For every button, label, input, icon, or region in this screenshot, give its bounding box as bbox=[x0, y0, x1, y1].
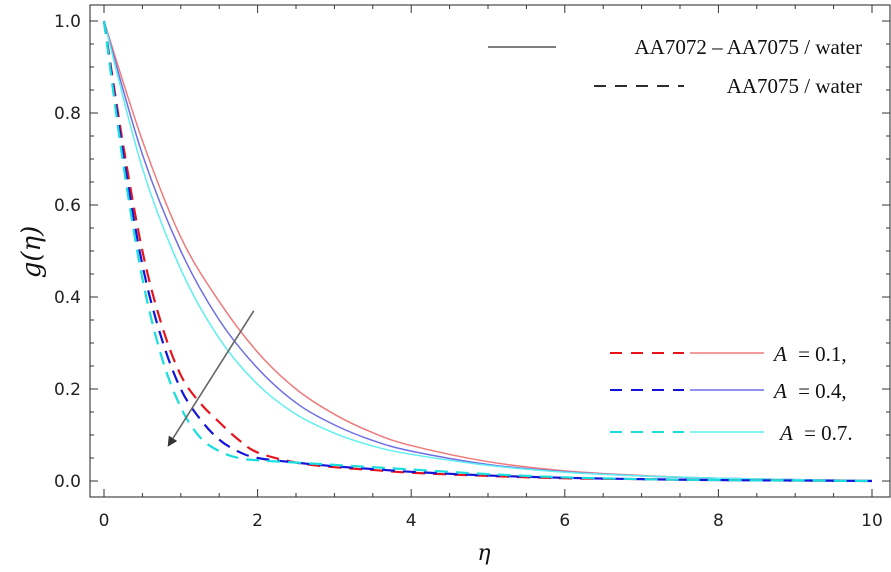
y-tick-label: 0.8 bbox=[54, 104, 81, 124]
legend-param-symbol: A bbox=[778, 421, 793, 445]
legend-param-label: A = 0.1, bbox=[772, 342, 847, 366]
series-line-dashed-a04 bbox=[102, 20, 873, 483]
tick-marks bbox=[90, 5, 890, 497]
y-tick-labels: 0.0 0.2 0.4 0.6 0.8 1.0 bbox=[54, 12, 81, 492]
y-tick-label: 0.0 bbox=[54, 472, 81, 492]
y-axis-label: g(η) bbox=[17, 226, 47, 279]
y-tick-label: 0.6 bbox=[54, 196, 81, 216]
legend-param-symbol: A bbox=[772, 342, 787, 366]
legend-param-symbol: A bbox=[772, 379, 787, 403]
legend-param-label: A = 0.7. bbox=[778, 421, 853, 445]
legend-param-label: A = 0.4, bbox=[772, 379, 847, 403]
legend-fluids: AA7072 – AA7075 / water AA7075 / water bbox=[488, 35, 862, 98]
legend-fluid-label: AA7075 / water bbox=[727, 74, 862, 98]
series-group bbox=[102, 20, 873, 483]
x-tick-label: 4 bbox=[406, 511, 417, 531]
legend-params: A = 0.1, A = 0.4, A = 0.7. bbox=[610, 342, 853, 445]
x-tick-label: 10 bbox=[861, 511, 883, 531]
y-tick-label: 0.4 bbox=[54, 288, 81, 308]
x-axis-label: η bbox=[477, 541, 490, 566]
x-tick-label: 8 bbox=[713, 511, 724, 531]
x-tick-labels: 0 2 4 6 8 10 bbox=[99, 511, 883, 531]
legend-param-value: = 0.4, bbox=[798, 379, 847, 403]
trend-arrow bbox=[167, 310, 255, 447]
series-line-dashed-a07 bbox=[102, 20, 873, 483]
series-line-solid-a07 bbox=[103, 20, 873, 482]
legend-param-value: = 0.1, bbox=[798, 342, 847, 366]
legend-param-value: = 0.7. bbox=[804, 421, 853, 445]
y-tick-label: 0.2 bbox=[54, 380, 81, 400]
x-tick-label: 2 bbox=[252, 511, 263, 531]
x-tick-label: 6 bbox=[559, 511, 570, 531]
x-tick-label: 0 bbox=[99, 511, 110, 531]
y-tick-label: 1.0 bbox=[54, 12, 81, 32]
legend-fluid-label: AA7072 – AA7075 / water bbox=[635, 35, 862, 59]
